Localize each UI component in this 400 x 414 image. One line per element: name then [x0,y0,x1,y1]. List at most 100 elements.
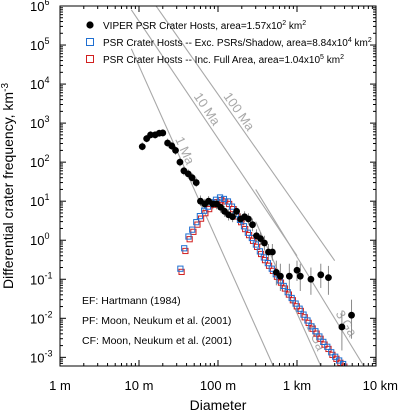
isochron-label: 100 Ma [221,89,259,134]
exc-psr-data-point [312,328,319,335]
isochron-line [155,6,336,261]
y-tick-label: 106 [30,0,49,14]
axis-ticks [59,5,377,367]
y-tick-exponent: 0 [44,231,49,241]
y-tick-mantissa: 10 [30,311,44,326]
exc-psr-data-point [189,226,196,233]
legend-text-unit-exponent: 2 [368,37,372,44]
y-tick-mantissa: 10 [30,155,44,170]
exc-psr-data-point [216,194,224,201]
x-tick-label: 100 m [200,378,236,393]
y-tick-mantissa: 10 [30,350,44,365]
y-tick-mantissa: 10 [30,194,44,209]
viper-data-point [176,158,184,166]
legend-text-unit: km [324,55,340,66]
x-tick-label: 1 m [49,378,71,393]
annotations: EF: Hartmann (1984) PF: Moon, Neukum et a… [82,295,232,347]
exc-psr-data-point [292,300,299,307]
viper-data-point [249,221,256,229]
isochron-line [255,221,322,366]
viper-data-point [325,274,332,282]
y-tick-mantissa: 10 [30,116,44,131]
y-tick-exponent: 2 [44,153,49,163]
y-tick-exponent: -2 [44,309,52,319]
legend-text-unit-exponent: 2 [340,54,344,61]
y-tick-exponent: 3 [44,114,49,124]
y-tick-mantissa: 10 [30,233,44,248]
legend-text-main: PSR Crater Hosts -- Exc. PSRs/Shadow, ar… [103,38,348,49]
viper-data-point [338,323,346,331]
exc-psr-data-point [324,343,331,350]
exc-psr-data-point [260,254,267,261]
viper-data-point [293,266,301,274]
y-tick-label: 105 [30,36,49,53]
legend-text-exponent: 5 [320,54,324,61]
y-tick-exponent: 6 [44,0,49,7]
exc-psr-data-point [256,248,263,255]
exc-psr-data-point [264,260,271,267]
legend-marker-square [86,55,94,63]
legend-text-exponent: 2 [282,20,286,27]
legend-text-unit: km [286,21,302,32]
viper-data-point [233,207,241,215]
legend-text-main: PSR Crater Hosts -- Inc. Full Area, area… [103,55,320,66]
exc-psr-data-point [185,233,192,240]
viper-data-point [168,142,176,150]
y-tick-mantissa: 10 [30,0,44,14]
exc-psr-data-point [304,317,311,324]
y-axis-title: Differential crater frequency, km-3 [0,83,16,289]
y-tick-label: 101 [30,192,49,209]
exc-psr-data-point [316,333,323,340]
exc-psr-data-point [284,289,291,296]
y-tick-mantissa: 10 [30,272,44,287]
exc-psr-data-point [181,245,188,252]
legend-text-main: VIPER PSR Crater Hosts, area=1.57x10 [103,21,283,32]
legend-text-unit: km [352,38,368,49]
exc-psr-data-point [340,360,347,366]
exc-psr-data-point [268,265,275,272]
y-tick-exponent: 1 [44,192,49,202]
exc-psr-data-point [308,323,315,330]
legend-entry-text: VIPER PSR Crater Hosts, area=1.57x102 km… [103,20,306,32]
legend-entry-text: PSR Crater Hosts -- Inc. Full Area, area… [103,54,344,66]
x-tick-label: 10 m [125,378,154,393]
exc-psr-data-point [224,198,232,205]
exc-psr-data-point [332,353,339,360]
exc-psr-data-point [296,305,303,312]
exc-psr-data-point [177,265,184,272]
viper-data-point [172,146,179,154]
legend: VIPER PSR Crater Hosts, area=1.57x102 km… [86,20,372,66]
exc-psr-data-point [252,241,259,248]
inc-full-data-point [178,268,185,275]
y-axis-title-exponent: -3 [0,83,11,92]
citation-annotation: EF: Hartmann (1984) [82,295,181,307]
x-tick-label: 1 km [283,378,311,393]
exc-psr-data-point [328,349,335,356]
viper-data-point [296,272,304,280]
y-tick-exponent: -3 [44,348,52,358]
viper-data-point [307,275,315,283]
exc-psr-data-point [280,282,287,290]
y-tick-label: 10-1 [30,270,52,287]
viper-data-point [285,272,293,280]
viper-data-point [229,213,236,221]
y-tick-label: 10-2 [30,309,52,326]
exc-psr-data-point [196,213,203,220]
viper-data-point [276,272,284,280]
y-tick-label: 102 [30,153,49,170]
legend-entry-text: PSR Crater Hosts -- Exc. PSRs/Shadow, ar… [103,37,372,49]
exc-psr-data-point [300,311,307,318]
y-tick-label: 10-3 [30,348,52,365]
legend-text-exponent: 4 [348,37,352,44]
exc-psr-data-point [193,219,200,226]
exc-psr-data-point [201,207,208,214]
legend-marker-square [86,38,94,46]
y-tick-mantissa: 10 [30,77,44,92]
isochron-label: 3 Ga [333,307,361,340]
y-tick-exponent: -1 [44,270,52,280]
viper-data-point [188,174,196,182]
y-tick-exponent: 4 [44,75,49,85]
viper-data-point [245,215,252,223]
exc-psr-data-point [240,223,248,230]
